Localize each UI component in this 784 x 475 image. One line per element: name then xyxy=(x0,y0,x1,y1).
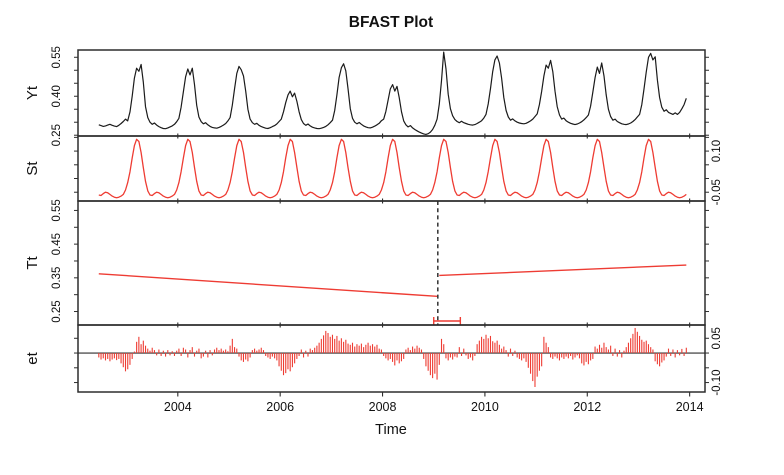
y-tick-label-Tt: 0.25 xyxy=(51,300,63,322)
x-tick-label: 2014 xyxy=(676,400,704,414)
trend-segment-1 xyxy=(98,273,438,298)
y-tick-label-Tt: 0.45 xyxy=(51,233,63,255)
y-tick-label-Tt: 0.35 xyxy=(51,267,63,289)
x-tick-label: 2004 xyxy=(164,400,192,414)
y-tick-label-et: 0.05 xyxy=(711,327,723,349)
x-axis-title: Time xyxy=(375,422,407,438)
y-tick-label-St: 0.10 xyxy=(711,140,723,162)
y-ticks-St: -0.05 0.10 xyxy=(74,136,723,205)
trend-segment-2 xyxy=(439,264,687,277)
seasonal-line xyxy=(98,138,687,199)
y-ticks-et: -0.10 0.05 xyxy=(74,327,723,396)
panel-label-St: St xyxy=(24,161,41,176)
remainder-bars xyxy=(98,327,687,387)
observed-line xyxy=(98,51,687,135)
chart-title: BFAST Plot xyxy=(349,14,433,31)
y-tick-label-et: -0.10 xyxy=(711,369,723,395)
y-tick-label-Yt: 0.40 xyxy=(51,85,63,107)
y-tick-label-St: -0.05 xyxy=(711,179,723,205)
panel-label-Yt: Yt xyxy=(24,85,41,100)
y-tick-label-Tt: 0.55 xyxy=(51,199,63,221)
panel-label-et: et xyxy=(24,351,41,364)
x-tick-label: 2006 xyxy=(266,400,294,414)
y-ticks-Yt: 0.25 0.40 0.55 xyxy=(51,46,709,146)
panel-et: -0.10 0.05 xyxy=(74,324,723,396)
x-axis: 2004 2006 2008 2010 2012 2014 xyxy=(164,133,704,414)
y-ticks-Tt: 0.25 0.35 0.45 0.55 xyxy=(51,199,709,323)
x-tick-label: 2012 xyxy=(573,400,601,414)
y-tick-label-Yt: 0.25 xyxy=(51,124,63,146)
x-tick-label: 2010 xyxy=(471,400,499,414)
y-tick-label-Yt: 0.55 xyxy=(51,46,63,68)
panel-frame-et xyxy=(77,324,706,393)
x-tick-label: 2008 xyxy=(369,400,397,414)
break-ci-bracket xyxy=(433,317,462,325)
panel-label-Tt: Tt xyxy=(24,256,41,270)
panels-container: 0.25 0.40 0.55 -0.05 0.10 0.25 0.35 0.45 0.55 -0.… xyxy=(24,46,723,414)
